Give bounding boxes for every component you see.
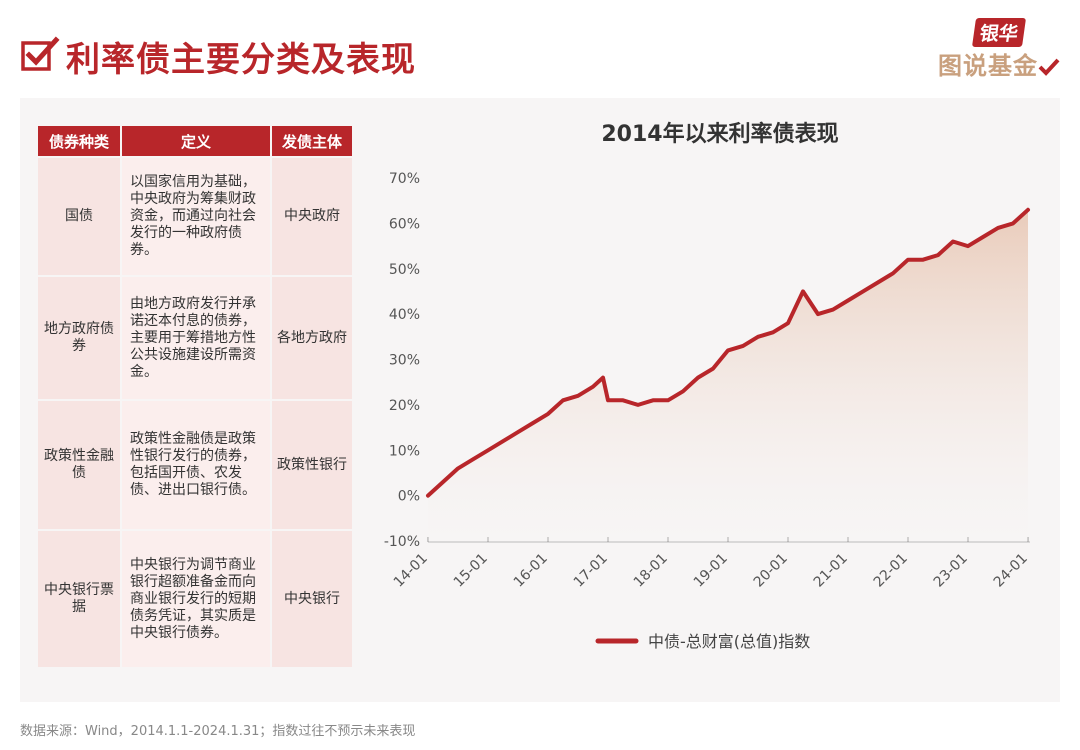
x-tick-label: 17-01 <box>571 551 611 591</box>
data-point <box>876 280 880 284</box>
data-point <box>771 330 775 334</box>
y-tick-label: 70% <box>389 171 420 187</box>
x-tick-label: 22-01 <box>871 551 911 591</box>
definition-cell: 以国家信用为基础，中央政府为筹集财政资金，而通过向社会发行的一种政府债券。 <box>122 158 270 275</box>
data-point <box>486 448 490 452</box>
data-point <box>441 480 445 484</box>
data-point <box>621 398 625 402</box>
data-point <box>651 398 655 402</box>
table-row: 中央银行票据 中央银行为调节商业银行超额准备金而向商业银行发行的短期债务凭证，其… <box>38 531 372 667</box>
table-header: 发债主体 <box>272 126 352 156</box>
data-point <box>516 430 520 434</box>
brand-logo: 银华 图说基金 <box>938 18 1060 82</box>
issuer-cell: 中央银行 <box>272 531 352 667</box>
data-point <box>906 258 910 262</box>
data-source-note: 数据来源：Wind，2014.1.1-2024.1.31；指数过往不预示未来表现 <box>20 724 416 739</box>
content-panel: 债券种类 定义 发债主体 国债 以国家信用为基础，中央政府为筹集财政资金，而通过… <box>20 98 1060 702</box>
bond-type-cell: 国债 <box>38 158 120 275</box>
data-point <box>801 289 805 293</box>
y-tick-label: 40% <box>389 307 420 323</box>
data-point <box>591 385 595 389</box>
data-point <box>531 421 535 425</box>
y-tick-label: 0% <box>398 489 420 505</box>
logo-bottom-text: 图说基金 <box>938 52 1038 80</box>
x-tick-label: 24-01 <box>991 551 1031 591</box>
x-tick-label: 20-01 <box>751 551 791 591</box>
data-point <box>831 308 835 312</box>
x-tick-label: 15-01 <box>451 551 491 591</box>
data-point <box>501 439 505 443</box>
y-tick-label: 50% <box>389 262 420 278</box>
table-header-row: 债券种类 定义 发债主体 <box>38 126 372 156</box>
data-point <box>741 344 745 348</box>
data-point <box>936 253 940 257</box>
data-point <box>456 466 460 470</box>
data-point <box>576 394 580 398</box>
data-point <box>546 412 550 416</box>
issuer-cell: 各地方政府 <box>272 277 352 399</box>
checkbox-icon <box>20 36 60 73</box>
x-tick-label: 23-01 <box>931 551 971 591</box>
data-point <box>681 389 685 393</box>
y-tick-label: 30% <box>389 353 420 369</box>
y-tick-label: 10% <box>389 443 420 459</box>
data-point <box>471 457 475 461</box>
table-row: 国债 以国家信用为基础，中央政府为筹集财政资金，而通过向社会发行的一种政府债券。… <box>38 158 372 275</box>
data-point <box>846 299 850 303</box>
series-area <box>428 209 1028 542</box>
line-chart: 70% 60% 50% 40% 30% 20% 10% 0% -10%14-01 15-01 16-… <box>384 171 1031 651</box>
bond-table: 债券种类 定义 发债主体 国债 以国家信用为基础，中央政府为筹集财政资金，而通过… <box>38 126 372 669</box>
chart-title: 2014年以来利率债表现 <box>601 122 839 147</box>
data-point <box>561 398 565 402</box>
data-point <box>756 335 760 339</box>
data-point <box>606 398 610 402</box>
data-point <box>1026 208 1030 212</box>
data-point <box>426 494 430 498</box>
data-point <box>666 398 670 402</box>
y-tick-label: -10% <box>384 534 420 550</box>
table-header: 债券种类 <box>38 126 120 156</box>
data-point <box>951 240 955 244</box>
logo-top-text: 银华 <box>971 18 1027 47</box>
data-point <box>981 235 985 239</box>
y-tick-label: 60% <box>389 216 420 232</box>
data-point <box>786 321 790 325</box>
page-title: 利率债主要分类及表现 <box>66 39 416 80</box>
data-point <box>711 367 715 371</box>
x-tick-label: 21-01 <box>811 551 851 591</box>
legend-label: 中债-总财富(总值)指数 <box>648 632 810 651</box>
table-row: 地方政府债券 由地方政府发行并承诺还本付息的债券，主要用于筹措地方性公共设施建设… <box>38 277 372 399</box>
data-point <box>636 403 640 407</box>
data-point <box>816 312 820 316</box>
issuer-cell: 政策性银行 <box>272 401 352 529</box>
x-tick-label: 18-01 <box>631 551 671 591</box>
x-tick-label: 19-01 <box>691 551 731 591</box>
data-point <box>696 376 700 380</box>
bond-type-cell: 地方政府债券 <box>38 277 120 399</box>
page-header: 利率债主要分类及表现 <box>20 30 416 82</box>
data-point <box>1011 221 1015 225</box>
data-point <box>921 258 925 262</box>
data-point <box>891 271 895 275</box>
table-row: 政策性金融债 政策性金融债是政策性银行发行的债券，包括国开债、农发债、进出口银行… <box>38 401 372 529</box>
series-line <box>426 207 1030 498</box>
bond-type-cell: 中央银行票据 <box>38 531 120 667</box>
table-header: 定义 <box>122 126 270 156</box>
definition-cell: 政策性金融债是政策性银行发行的债券，包括国开债、农发债、进出口银行债。 <box>122 401 270 529</box>
definition-cell: 中央银行为调节商业银行超额准备金而向商业银行发行的短期债务凭证，其实质是中央银行… <box>122 531 270 667</box>
definition-cell: 由地方政府发行并承诺还本付息的债券，主要用于筹措地方性公共设施建设所需资金。 <box>122 277 270 399</box>
bond-type-cell: 政策性金融债 <box>38 401 120 529</box>
data-point <box>601 376 605 380</box>
data-point <box>996 226 1000 230</box>
data-point <box>966 244 970 248</box>
data-point <box>726 348 730 352</box>
issuer-cell: 中央政府 <box>272 158 352 275</box>
data-point <box>861 289 865 293</box>
y-tick-label: 20% <box>389 398 420 414</box>
logo-check-icon <box>1038 58 1060 76</box>
x-tick-label: 16-01 <box>511 551 551 591</box>
x-tick-label: 14-01 <box>391 551 431 591</box>
